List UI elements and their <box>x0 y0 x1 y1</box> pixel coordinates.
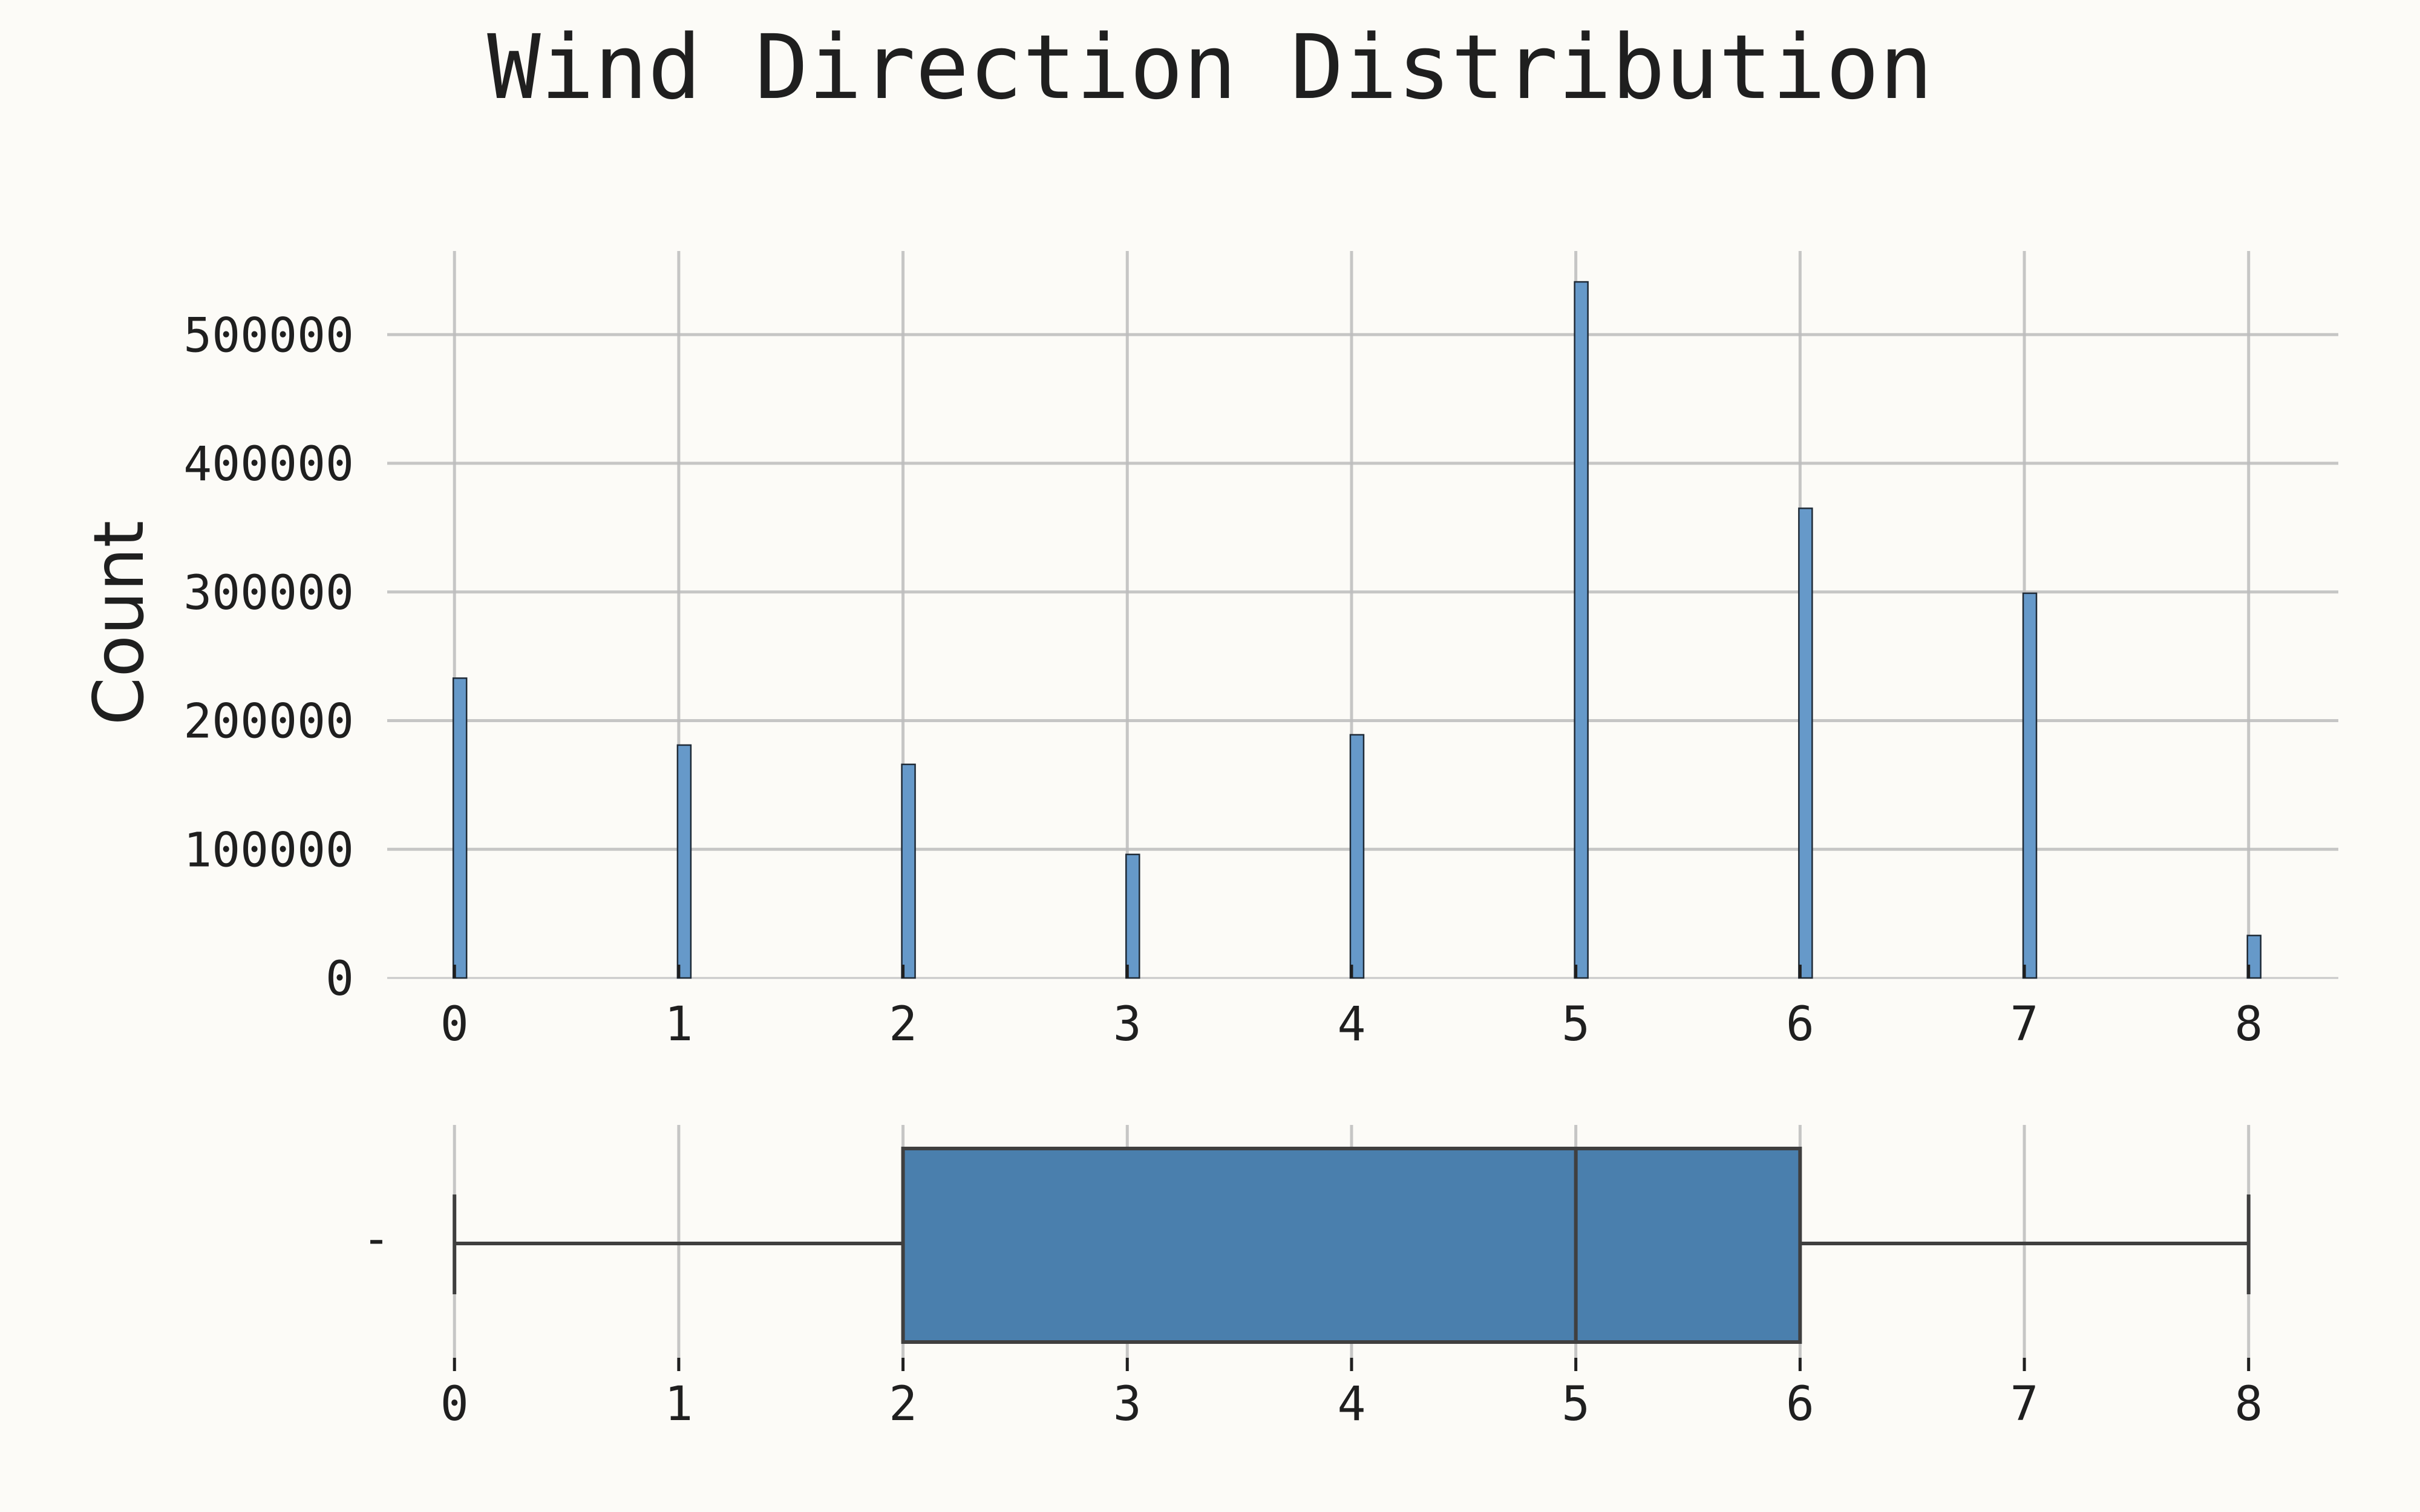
boxplot-x-tick-label: 8 <box>2234 1377 2263 1432</box>
histogram-x-tick-label: 1 <box>664 997 693 1052</box>
histogram-y-tick-label: 400000 <box>183 437 354 492</box>
histogram-x-tick-label: 6 <box>1786 997 1814 1052</box>
boxplot-y-tick-label: - <box>362 1212 391 1266</box>
histogram-y-tick-label: 200000 <box>183 695 354 749</box>
histogram-x-tick-label: 3 <box>1113 997 1142 1052</box>
histogram-x-tick-label: 2 <box>889 997 917 1052</box>
histogram-y-axis-label: Count <box>79 521 159 726</box>
histogram-y-ticks: 0 100000 200000 300000 400000 500000 <box>183 308 354 1006</box>
histogram-bar-5 <box>1574 281 1589 979</box>
histogram-bar-6 <box>1798 507 1813 979</box>
boxplot-x-tick-label: 0 <box>440 1377 469 1432</box>
boxplot-elements <box>453 1147 2251 1344</box>
histogram-bar-2 <box>901 763 916 979</box>
histogram-bars <box>452 281 2261 979</box>
boxplot-x-tick-label: 2 <box>889 1377 917 1432</box>
boxplot-iqr-box <box>901 1147 1802 1344</box>
boxplot-x-tick-label: 1 <box>664 1377 693 1432</box>
boxplot-x-tick-label: 5 <box>1562 1377 1590 1432</box>
histogram-plot: 0 1 2 3 4 5 6 7 8 0 100000 200000 300000 400000 50000… <box>183 251 2338 1052</box>
boxplot-x-tick-label: 4 <box>1337 1377 1365 1432</box>
boxplot-x-tick-label: 6 <box>1786 1377 1814 1432</box>
histogram-bar-1 <box>676 744 692 979</box>
histogram-bar-4 <box>1349 734 1365 979</box>
chart-title: Wind Direction Distribution <box>487 16 1933 119</box>
histogram-bar-8 <box>2246 934 2261 979</box>
histogram-bar-0 <box>452 677 468 979</box>
boxplot-x-tick-label: 3 <box>1113 1377 1142 1432</box>
histogram-x-tick-label: 5 <box>1562 997 1590 1052</box>
histogram-y-tick-label: 500000 <box>183 308 354 363</box>
histogram-x-tick-label: 8 <box>2234 997 2263 1052</box>
boxplot: 0 1 2 3 4 5 6 7 8 - <box>362 1125 2263 1432</box>
boxplot-x-tick-label: 7 <box>2010 1377 2039 1432</box>
histogram-bar-7 <box>2022 592 2038 979</box>
boxplot-x-ticks: 0 1 2 3 4 5 6 7 8 <box>440 1358 2263 1432</box>
histogram-x-tick-label: 7 <box>2010 997 2039 1052</box>
histogram-bar-3 <box>1125 853 1140 979</box>
histogram-x-tick-label: 4 <box>1337 997 1365 1052</box>
histogram-y-tick-label: 100000 <box>183 823 354 878</box>
histogram-x-ticks: 0 1 2 3 4 5 6 7 8 <box>440 965 2263 1052</box>
histogram-y-tick-label: 0 <box>325 952 354 1006</box>
histogram-y-tick-label: 300000 <box>183 566 354 621</box>
histogram-x-tick-label: 0 <box>440 997 469 1052</box>
